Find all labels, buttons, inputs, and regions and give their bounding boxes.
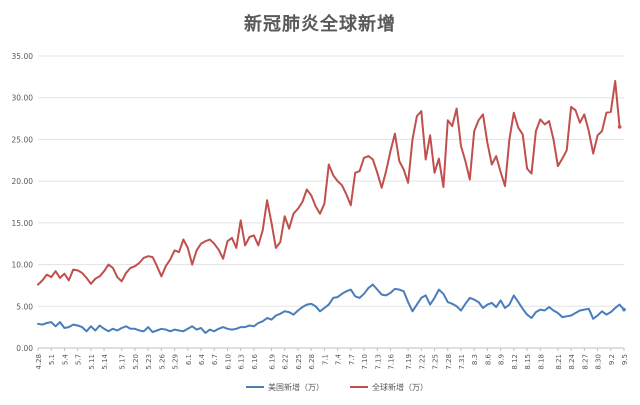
x-tick-label: 5.7 <box>75 354 83 365</box>
series-line-1 <box>37 80 621 286</box>
y-tick-label: 35.00 <box>12 52 34 61</box>
series-end-point-0 <box>622 307 626 312</box>
x-tick-label: 8.9 <box>498 354 506 365</box>
x-tick-label: 5.26 <box>158 353 166 369</box>
y-tick-label: 15.00 <box>12 219 34 228</box>
x-tick-label: 6.1 <box>185 354 193 365</box>
x-tick-label: 7.16 <box>387 353 395 369</box>
y-tick-label: 20.00 <box>12 177 34 186</box>
x-tick-label: 4.28 <box>35 354 43 370</box>
x-tick-label: 7.25 <box>432 354 440 370</box>
x-tick-label: 8.12 <box>511 354 519 370</box>
x-tick-label: 5.17 <box>119 354 127 370</box>
x-tick-label: 7.19 <box>405 354 413 370</box>
legend-label-1: 全球新增（万） <box>372 382 428 392</box>
x-tick-label: 7.31 <box>458 354 466 370</box>
x-tick-label: 5.23 <box>145 354 153 370</box>
x-tick-label: 6.25 <box>295 354 303 370</box>
x-tick-label: 8.24 <box>568 353 576 369</box>
x-tick-label: 5.14 <box>101 353 109 369</box>
x-tick-label: 7.4 <box>335 353 343 365</box>
x-tick-label: 5.11 <box>88 354 96 370</box>
x-tick-label: 6.13 <box>238 354 246 370</box>
x-tick-label: 8.21 <box>555 354 563 370</box>
y-tick-label: 0.00 <box>16 344 33 353</box>
gridlines <box>38 55 624 349</box>
x-tick-label: 9.2 <box>608 354 616 365</box>
x-tick-label: 8.27 <box>581 354 589 370</box>
x-tick-label: 6.16 <box>251 353 259 369</box>
series-line-0 <box>37 283 625 334</box>
x-tick-label: 9.5 <box>621 354 629 365</box>
series-end-point-1 <box>617 125 622 129</box>
y-tick-label: 5.00 <box>16 302 33 311</box>
x-axis: 4.28 5.1 5.4 5.7 5.11 5.14 5.17 5.20 5.23 5.26 5.2… <box>35 348 629 370</box>
x-tick-label: 7.22 <box>418 354 426 370</box>
x-tick-label: 5.20 <box>132 354 140 370</box>
legend-label-0: 美国新增（万） <box>268 382 324 392</box>
legend: 美国新增（万） 全球新增（万） <box>246 382 428 392</box>
x-tick-label: 6.19 <box>269 354 277 370</box>
x-tick-label: 6.28 <box>308 354 316 370</box>
x-tick-label: 8.18 <box>537 354 545 370</box>
series-lines <box>37 80 626 334</box>
x-tick-label: 6.4 <box>198 353 206 365</box>
x-tick-label: 8.15 <box>524 354 532 370</box>
x-tick-label: 5.1 <box>48 354 56 365</box>
x-tick-label: 7.28 <box>445 354 453 370</box>
x-tick-label: 6.10 <box>224 354 232 370</box>
y-tick-label: 10.00 <box>12 261 34 270</box>
x-tick-label: 6.7 <box>211 354 219 365</box>
x-tick-label: 7.7 <box>348 354 356 365</box>
x-tick-label: 8.30 <box>595 354 603 370</box>
y-tick-label: 25.00 <box>12 135 34 144</box>
x-tick-label: 7.10 <box>361 354 369 370</box>
x-tick-label: 8.6 <box>484 353 492 365</box>
x-tick-label: 5.4 <box>61 353 69 365</box>
chart-title: 新冠肺炎全球新增 <box>244 14 396 35</box>
y-tick-label: 30.00 <box>12 94 34 103</box>
y-axis: 0.00 5.00 10.00 15.00 20.00 25.00 30.00 35.00 <box>12 52 34 353</box>
x-tick-label: 6.22 <box>282 354 290 370</box>
x-tick-label: 7.13 <box>374 354 382 370</box>
x-tick-label: 7.1 <box>321 354 329 365</box>
x-tick-label: 5.29 <box>172 354 180 370</box>
x-tick-label: 8.3 <box>471 354 479 365</box>
